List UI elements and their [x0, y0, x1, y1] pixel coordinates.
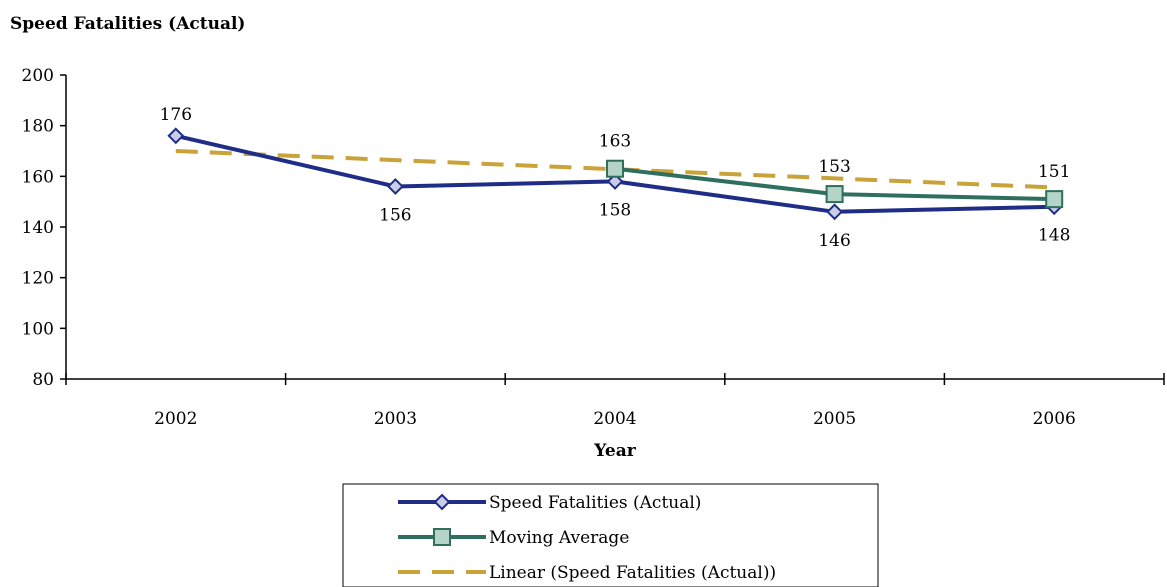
moving-average-data-label: 153 — [818, 157, 850, 177]
y-tick-label: 200 — [22, 66, 54, 86]
y-tick-label: 160 — [22, 167, 54, 187]
y-tick-label: 120 — [22, 269, 54, 289]
legend: Speed Fatalities (Actual) Moving Average L… — [342, 483, 879, 587]
actual-point — [167, 127, 185, 145]
legend-label: Linear (Speed Fatalities (Actual)) — [489, 563, 776, 583]
y-tick-label: 180 — [22, 117, 54, 137]
legend-label: Speed Fatalities (Actual) — [489, 493, 701, 513]
legend-label: Moving Average — [489, 528, 629, 548]
legend-square-marker — [433, 528, 451, 546]
x-tick-label: 2004 — [593, 409, 636, 429]
x-axis: 2002 2003 2004 2005 2006 — [65, 373, 1165, 429]
y-axis: 80 100 120 140 160 180 200 — [22, 66, 67, 390]
moving-average-point — [606, 159, 624, 178]
y-tick-label: 100 — [22, 319, 54, 339]
actual-point — [386, 178, 404, 195]
actual-data-label: 156 — [379, 205, 411, 225]
trend-line — [175, 149, 1055, 190]
actual-point — [606, 172, 624, 190]
moving-average-point — [1045, 190, 1064, 209]
moving-average-point — [825, 185, 844, 204]
actual-point — [826, 203, 844, 221]
x-tick-label: 2006 — [1033, 409, 1076, 429]
actual-data-label: 146 — [818, 231, 850, 251]
x-axis-title: Year — [593, 441, 636, 461]
y-tick-label: 140 — [22, 218, 54, 238]
chart-title: Speed Fatalities (Actual) — [10, 14, 245, 34]
moving-average-data-label: 151 — [1038, 162, 1070, 182]
actual-data-label: 158 — [599, 200, 631, 220]
actual-data-label: 176 — [160, 105, 192, 125]
moving-average-data-label: 163 — [599, 132, 631, 152]
actual-data-label: 148 — [1038, 226, 1070, 246]
x-tick-label: 2003 — [374, 409, 417, 429]
series-layer — [167, 127, 1064, 221]
y-tick-label: 80 — [32, 370, 54, 390]
legend-diamond-marker — [433, 493, 451, 511]
x-tick-label: 2005 — [813, 409, 856, 429]
data-labels: 176 156 158 146 148 163 153 151 — [160, 105, 1071, 251]
x-tick-label: 2002 — [154, 409, 197, 429]
